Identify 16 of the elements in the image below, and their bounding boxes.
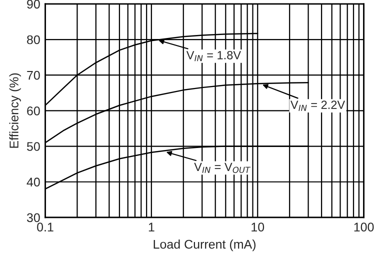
x-axis-title: Load Current (mA) [154,240,256,252]
y-tick-label: 60 [27,106,40,116]
y-tick-label: 30 [26,213,40,222]
annotation: V$_{IN}$ = V$_{OUT}$ [194,162,251,174]
y-axis-title: Efficiency (%) [9,73,21,148]
y-tick-label: 50 [26,142,40,151]
y-tick-label: 70 [27,70,40,80]
x-tick-label: 1 [148,222,154,232]
annotation: V$_{IN}$ = 2.2V [290,100,346,111]
x-tick-label: 100 [354,222,374,232]
x-tick-label: 10 [252,222,264,232]
y-tick-label: 80 [27,35,40,44]
annotation: V$_{IN}$ = 1.8V [186,50,241,62]
x-tick-label: 0.1 [37,222,54,232]
y-tick-label: 40 [26,178,40,187]
y-tick-label: 90 [27,0,40,9]
